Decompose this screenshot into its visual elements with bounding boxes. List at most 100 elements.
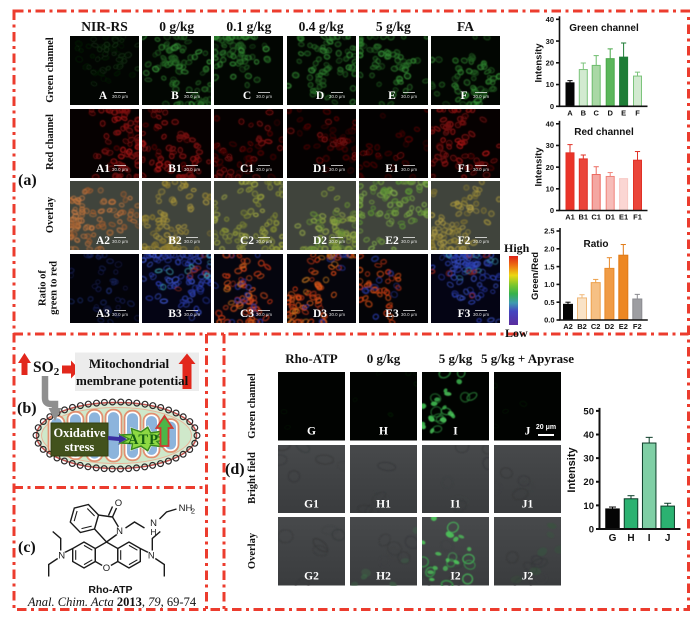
svg-text:2.0: 2.0 xyxy=(544,245,554,254)
svg-text:40: 40 xyxy=(583,430,594,441)
svg-text:30: 30 xyxy=(546,141,554,150)
svg-text:A1: A1 xyxy=(565,213,575,222)
svg-text:J: J xyxy=(665,533,671,544)
svg-text:1.5: 1.5 xyxy=(544,262,554,271)
svg-text:30.0 μm: 30.0 μm xyxy=(401,167,417,172)
svg-text:30.0 μm: 30.0 μm xyxy=(329,312,345,317)
svg-text:20: 20 xyxy=(546,163,554,172)
svg-text:J: J xyxy=(525,426,531,438)
svg-text:F2: F2 xyxy=(458,235,471,247)
svg-text:F: F xyxy=(635,108,640,117)
svg-text:E: E xyxy=(621,108,626,117)
svg-text:H: H xyxy=(379,426,388,438)
svg-text:A: A xyxy=(567,108,573,117)
svg-text:F2: F2 xyxy=(633,322,642,331)
svg-text:30.0 μm: 30.0 μm xyxy=(256,312,272,317)
svg-text:30.0 μm: 30.0 μm xyxy=(401,312,417,317)
svg-text:B2: B2 xyxy=(168,235,182,247)
svg-text:0.0: 0.0 xyxy=(544,316,554,325)
svg-text:Low: Low xyxy=(505,326,528,340)
svg-text:20 μm: 20 μm xyxy=(536,424,556,431)
svg-text:30.0 μm: 30.0 μm xyxy=(256,94,272,99)
svg-text:0.5: 0.5 xyxy=(544,298,554,307)
svg-text:30.0 μm: 30.0 μm xyxy=(184,239,200,244)
svg-text:30.0 μm: 30.0 μm xyxy=(112,239,128,244)
svg-text:40: 40 xyxy=(546,120,554,129)
svg-text:C3: C3 xyxy=(240,308,254,320)
svg-text:E1: E1 xyxy=(385,163,399,175)
svg-text:J1: J1 xyxy=(522,498,534,510)
svg-text:I: I xyxy=(648,533,651,544)
svg-text:I: I xyxy=(453,426,458,438)
svg-text:0: 0 xyxy=(550,206,554,215)
svg-text:30.0 μm: 30.0 μm xyxy=(112,167,128,172)
svg-text:30.0 μm: 30.0 μm xyxy=(473,239,489,244)
svg-text:0: 0 xyxy=(550,102,554,111)
svg-text:30.0 μm: 30.0 μm xyxy=(112,312,128,317)
svg-text:30: 30 xyxy=(583,454,594,465)
svg-text:A2: A2 xyxy=(563,322,573,331)
svg-text:B: B xyxy=(171,90,179,102)
svg-text:E3: E3 xyxy=(385,308,399,320)
svg-text:F: F xyxy=(460,90,467,102)
svg-text:High: High xyxy=(504,241,530,255)
svg-text:G2: G2 xyxy=(304,571,319,583)
svg-text:E: E xyxy=(388,90,396,102)
svg-text:F1: F1 xyxy=(458,163,471,175)
svg-text:C1: C1 xyxy=(591,213,601,222)
svg-text:H1: H1 xyxy=(376,498,391,510)
svg-text:D2: D2 xyxy=(605,322,615,331)
svg-text:A1: A1 xyxy=(96,163,110,175)
svg-text:1.0: 1.0 xyxy=(544,280,554,289)
svg-text:20: 20 xyxy=(583,477,594,488)
svg-text:30.0 μm: 30.0 μm xyxy=(184,94,200,99)
svg-text:Red channel: Red channel xyxy=(574,127,634,138)
svg-text:G: G xyxy=(307,426,316,438)
svg-text:30.0 μm: 30.0 μm xyxy=(184,312,200,317)
svg-text:Green/Red: Green/Red xyxy=(530,252,541,300)
svg-text:Intensity: Intensity xyxy=(534,43,545,83)
svg-text:I2: I2 xyxy=(450,571,460,583)
svg-text:10: 10 xyxy=(546,185,554,194)
svg-text:E2: E2 xyxy=(619,322,628,331)
svg-text:B3: B3 xyxy=(168,308,182,320)
svg-text:Ratio: Ratio xyxy=(584,239,609,250)
svg-text:20: 20 xyxy=(546,59,554,68)
svg-text:30.0 μm: 30.0 μm xyxy=(256,167,272,172)
svg-text:C2: C2 xyxy=(240,235,254,247)
svg-text:B1: B1 xyxy=(168,163,182,175)
svg-text:H: H xyxy=(627,533,634,544)
svg-text:C: C xyxy=(593,108,599,117)
svg-text:E1: E1 xyxy=(619,213,628,222)
svg-text:J2: J2 xyxy=(522,571,534,583)
svg-text:F3: F3 xyxy=(458,308,471,320)
svg-text:40: 40 xyxy=(546,15,554,24)
svg-text:A: A xyxy=(99,90,108,102)
svg-text:2.5: 2.5 xyxy=(544,227,554,236)
svg-text:30.0 μm: 30.0 μm xyxy=(329,167,345,172)
svg-text:D3: D3 xyxy=(313,308,327,320)
svg-text:D1: D1 xyxy=(605,213,615,222)
svg-text:30.0 μm: 30.0 μm xyxy=(401,94,417,99)
svg-text:50: 50 xyxy=(583,406,594,417)
svg-text:D: D xyxy=(607,108,613,117)
svg-text:10: 10 xyxy=(546,80,554,89)
svg-text:G: G xyxy=(609,533,617,544)
svg-text:G1: G1 xyxy=(304,498,319,510)
svg-text:10: 10 xyxy=(583,501,594,512)
svg-text:Green channel: Green channel xyxy=(569,23,639,34)
svg-text:D: D xyxy=(315,90,323,102)
svg-text:D1: D1 xyxy=(313,163,327,175)
svg-text:0: 0 xyxy=(589,524,594,535)
svg-text:B1: B1 xyxy=(579,213,589,222)
svg-text:30.0 μm: 30.0 μm xyxy=(112,94,128,99)
svg-text:C: C xyxy=(243,90,251,102)
svg-text:B: B xyxy=(581,108,587,117)
svg-text:C2: C2 xyxy=(591,322,601,331)
svg-text:30.0 μm: 30.0 μm xyxy=(329,94,345,99)
svg-text:B2: B2 xyxy=(577,322,587,331)
svg-text:Intensity: Intensity xyxy=(534,147,545,187)
svg-text:D2: D2 xyxy=(313,235,327,247)
svg-text:A3: A3 xyxy=(96,308,110,320)
svg-text:I1: I1 xyxy=(450,498,460,510)
